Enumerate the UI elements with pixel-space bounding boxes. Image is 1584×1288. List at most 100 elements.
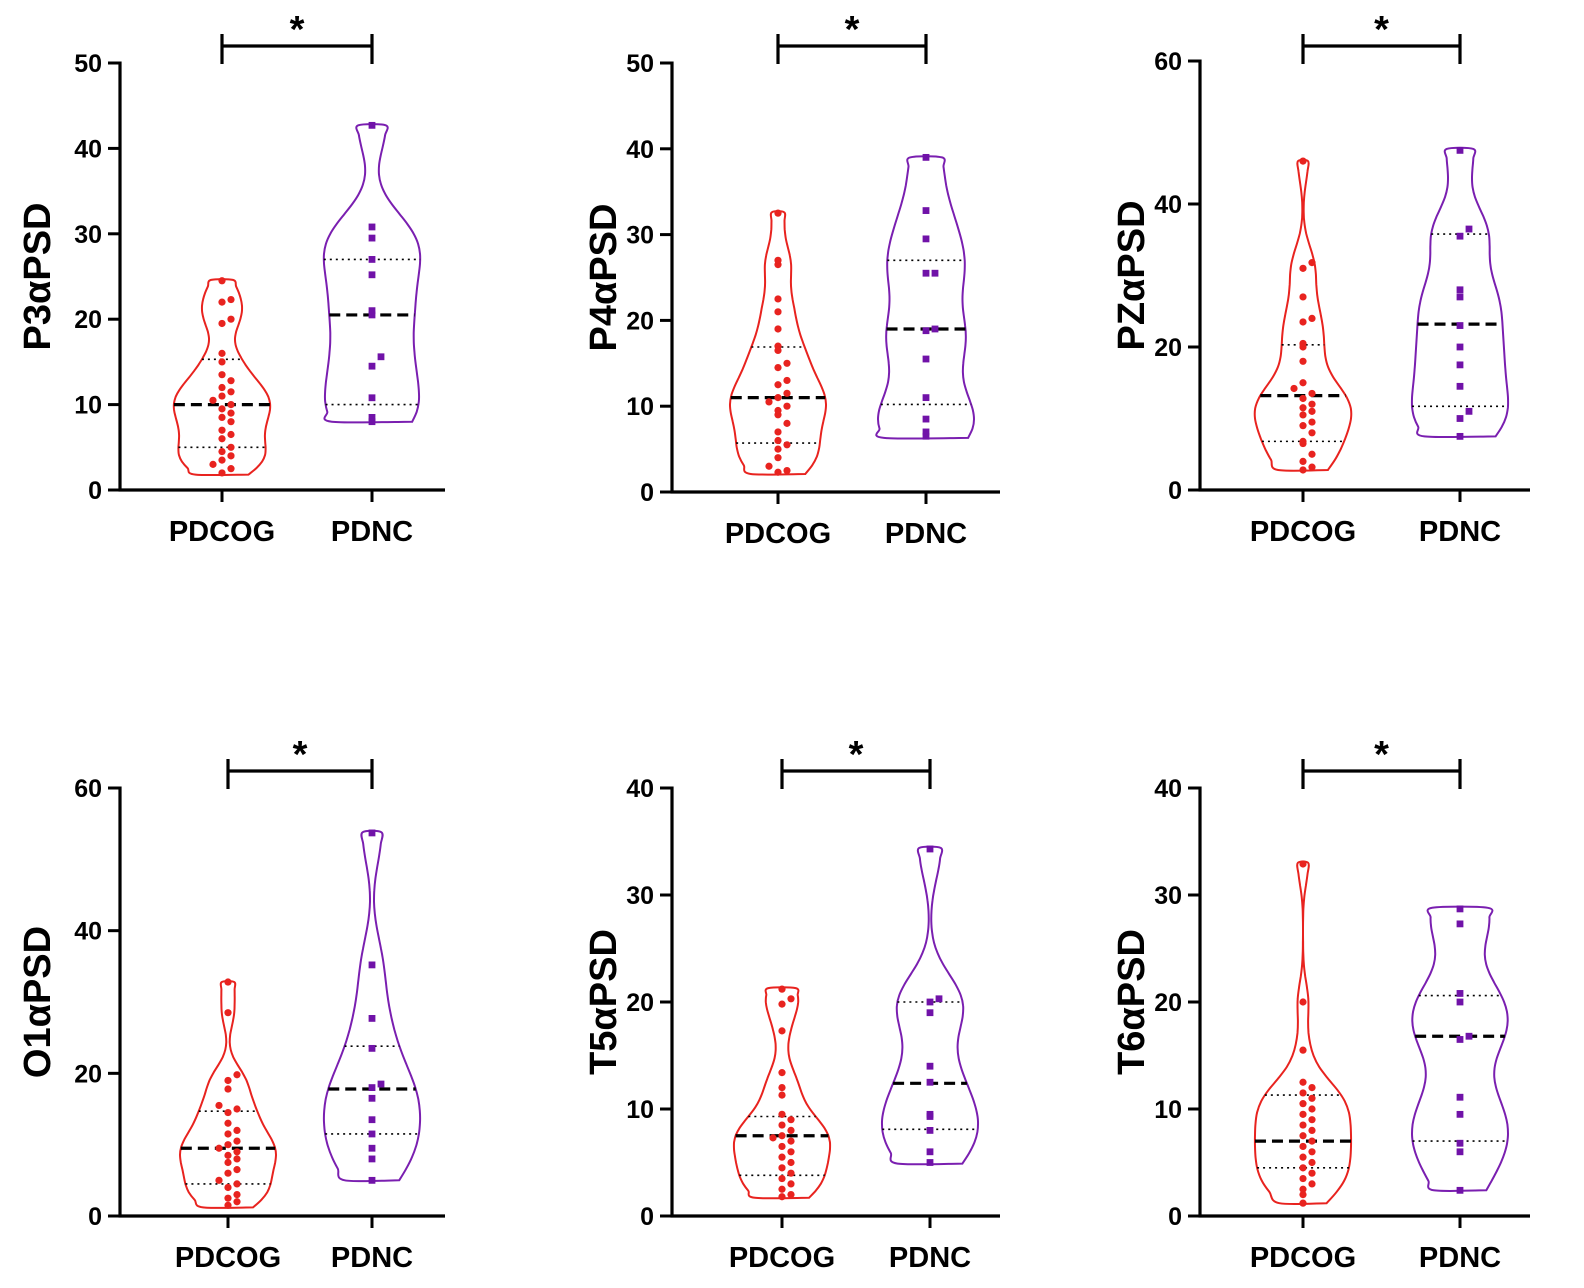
data-point: [774, 308, 782, 316]
data-point: [1456, 415, 1464, 422]
data-point: [778, 1121, 786, 1129]
data-point: [931, 325, 939, 333]
data-point: [922, 269, 930, 277]
data-point: [368, 394, 376, 402]
violin-outline: [1253, 860, 1353, 1206]
y-tick-label: 40: [626, 775, 654, 803]
data-point: [1299, 1100, 1307, 1108]
data-point: [1299, 1110, 1307, 1118]
violin-panel-p4alphapsd: 0 10 20 30 40 50 PDCOG PDNC P4αPSD *: [583, 9, 1000, 550]
violin-group-pdcog: [1253, 860, 1353, 1207]
data-point: [1290, 384, 1298, 393]
violin-outline: [1253, 158, 1353, 472]
data-point: [1299, 394, 1307, 403]
data-point: [1456, 432, 1464, 440]
violin-group-pdcog: [172, 277, 272, 477]
significance-star: *: [1374, 734, 1389, 776]
data-point: [922, 355, 930, 363]
y-tick-label: 20: [74, 1060, 102, 1088]
data-point: [1456, 998, 1464, 1006]
significance-star: *: [1374, 9, 1389, 51]
data-point: [233, 1155, 241, 1163]
data-point: [227, 377, 235, 385]
data-point: [1299, 1078, 1307, 1086]
data-point: [783, 441, 791, 449]
data-point: [218, 469, 226, 477]
data-point: [218, 413, 226, 422]
data-point: [774, 381, 782, 389]
data-point: [227, 443, 235, 451]
data-point: [1308, 407, 1316, 415]
data-point: [1299, 1199, 1307, 1207]
data-point: [1465, 407, 1473, 415]
data-point: [778, 985, 786, 993]
data-point: [1308, 259, 1316, 267]
y-tick-label: 0: [1168, 1203, 1182, 1231]
data-point: [368, 1015, 376, 1022]
data-point: [368, 414, 376, 421]
data-point: [1308, 389, 1316, 398]
y-tick-label: 40: [1154, 775, 1182, 803]
significance-star: *: [290, 9, 305, 51]
data-point: [774, 445, 782, 453]
data-point: [227, 295, 235, 304]
data-point: [368, 271, 376, 279]
data-point: [922, 153, 930, 161]
data-point: [778, 1091, 786, 1099]
data-point: [1299, 466, 1307, 474]
data-point: [368, 829, 376, 837]
data-point: [1299, 318, 1307, 326]
significance-bracket: [226, 759, 374, 789]
data-point: [1299, 264, 1307, 272]
data-point: [1299, 998, 1307, 1006]
data-point: [1299, 157, 1307, 165]
data-point: [778, 1174, 786, 1183]
data-point: [1299, 1174, 1307, 1183]
violin-group-pdcog: [732, 985, 832, 1201]
y-axis-title: T6αPSD: [1111, 929, 1153, 1075]
data-point: [227, 465, 235, 473]
violin-group-pdcog: [1253, 157, 1353, 474]
data-point: [1299, 404, 1307, 412]
data-point: [224, 1130, 232, 1138]
data-point: [1456, 146, 1464, 154]
data-point: [778, 1132, 786, 1140]
data-point: [926, 1127, 934, 1134]
y-tick-label: 60: [1154, 48, 1182, 76]
data-point: [224, 1183, 232, 1192]
data-point: [1308, 1116, 1316, 1124]
significance-bracket: [1301, 34, 1462, 64]
data-point: [926, 1159, 934, 1166]
data-point: [783, 466, 791, 475]
category-label-pdcog: PDCOG: [169, 516, 275, 548]
data-point: [1456, 990, 1464, 997]
data-point: [1308, 450, 1316, 458]
data-point: [774, 406, 782, 415]
category-label-pdnc: PDNC: [885, 518, 967, 550]
data-point: [926, 1148, 934, 1156]
y-tick-label: 20: [626, 307, 654, 335]
data-point: [224, 1141, 232, 1149]
data-point: [233, 1166, 241, 1174]
data-point: [922, 394, 930, 402]
data-point: [218, 319, 226, 328]
category-label-pdnc: PDNC: [1419, 1242, 1501, 1274]
data-point: [1299, 339, 1307, 348]
data-point: [218, 426, 226, 434]
data-point: [368, 1044, 376, 1052]
data-point: [787, 1116, 795, 1124]
category-label-pdnc: PDNC: [331, 1242, 413, 1274]
data-point: [787, 995, 795, 1003]
data-point: [787, 1169, 795, 1177]
data-point: [926, 1062, 934, 1070]
data-point: [1308, 463, 1316, 471]
data-point: [1299, 1185, 1307, 1193]
significance-star: *: [849, 734, 864, 776]
data-point: [368, 1130, 376, 1138]
y-tick-label: 20: [626, 989, 654, 1017]
significance-bracket: [776, 34, 928, 64]
y-axis-title: O1αPSD: [17, 926, 59, 1078]
data-point: [377, 353, 385, 361]
data-point: [926, 1009, 934, 1017]
